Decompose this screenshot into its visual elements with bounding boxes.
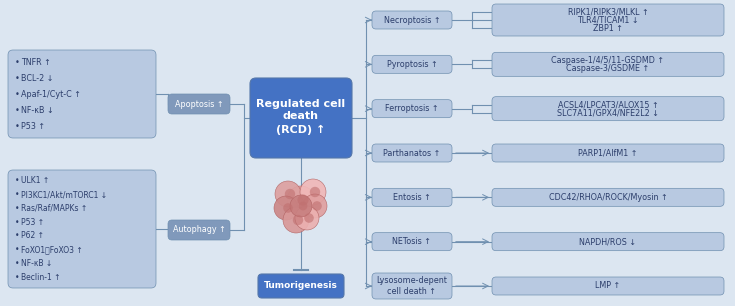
Text: NF-κB ↓: NF-κB ↓	[21, 106, 54, 114]
FancyBboxPatch shape	[492, 97, 724, 121]
Text: •: •	[15, 259, 20, 268]
Circle shape	[283, 207, 309, 233]
Text: •: •	[15, 89, 20, 99]
FancyBboxPatch shape	[372, 100, 452, 118]
Text: •: •	[15, 121, 20, 130]
Text: NF-κB ↓: NF-κB ↓	[21, 259, 52, 268]
Circle shape	[283, 203, 293, 213]
Text: P53 ↑: P53 ↑	[21, 218, 44, 227]
Text: •: •	[15, 273, 20, 282]
Circle shape	[293, 215, 304, 225]
Text: RIPK1/RIPK3/MLKL ↑: RIPK1/RIPK3/MLKL ↑	[567, 8, 648, 17]
Text: Caspase-1/4/5/11-GSDMD ↑: Caspase-1/4/5/11-GSDMD ↑	[551, 56, 664, 65]
FancyBboxPatch shape	[492, 4, 724, 36]
Text: death: death	[283, 111, 319, 121]
FancyBboxPatch shape	[492, 144, 724, 162]
Text: •: •	[15, 245, 20, 254]
Text: Entosis ↑: Entosis ↑	[393, 193, 431, 202]
Text: ZBP1 ↑: ZBP1 ↑	[593, 24, 623, 32]
Text: Parthanatos ↑: Parthanatos ↑	[384, 148, 441, 158]
Circle shape	[290, 195, 312, 217]
Text: Ras/Raf/MAPKs ↑: Ras/Raf/MAPKs ↑	[21, 204, 87, 213]
Circle shape	[295, 206, 319, 230]
FancyBboxPatch shape	[168, 220, 230, 240]
Circle shape	[275, 181, 301, 207]
Text: •: •	[15, 176, 20, 185]
Circle shape	[298, 202, 307, 211]
Text: Regulated cell: Regulated cell	[257, 99, 345, 109]
FancyBboxPatch shape	[372, 11, 452, 29]
Circle shape	[309, 187, 320, 197]
Circle shape	[274, 196, 298, 220]
Text: TNFR ↑: TNFR ↑	[21, 58, 51, 66]
Text: Ferroptosis ↑: Ferroptosis ↑	[385, 104, 439, 113]
Text: •: •	[15, 106, 20, 114]
Circle shape	[298, 194, 309, 206]
FancyBboxPatch shape	[8, 170, 156, 288]
Circle shape	[287, 186, 315, 214]
Circle shape	[303, 194, 327, 218]
Text: •: •	[15, 58, 20, 66]
Text: Apoptosis ↑: Apoptosis ↑	[175, 99, 223, 109]
Text: (RCD) ↑: (RCD) ↑	[276, 125, 326, 135]
Text: SLC7A11/GPX4/NFE2L2 ↓: SLC7A11/GPX4/NFE2L2 ↓	[557, 108, 659, 117]
Text: BCL-2 ↓: BCL-2 ↓	[21, 73, 54, 83]
FancyBboxPatch shape	[492, 233, 724, 251]
Circle shape	[312, 201, 322, 211]
Text: Tumorigenesis: Tumorigenesis	[264, 282, 338, 290]
Text: Autophagy ↑: Autophagy ↑	[173, 226, 226, 234]
Text: Caspase-3/GSDME ↑: Caspase-3/GSDME ↑	[567, 64, 650, 73]
Text: •: •	[15, 231, 20, 241]
FancyBboxPatch shape	[250, 78, 352, 158]
Text: NETosis ↑: NETosis ↑	[392, 237, 431, 246]
Text: PI3KC1/Akt/mTORC1 ↓: PI3KC1/Akt/mTORC1 ↓	[21, 190, 107, 199]
Text: Necroptosis ↑: Necroptosis ↑	[384, 16, 440, 24]
Text: Beclin-1 ↑: Beclin-1 ↑	[21, 273, 60, 282]
FancyBboxPatch shape	[372, 144, 452, 162]
Text: LMP ↑: LMP ↑	[595, 282, 620, 290]
Text: P53 ↑: P53 ↑	[21, 121, 45, 130]
Text: ACSL4/LPCAT3/ALOX15 ↑: ACSL4/LPCAT3/ALOX15 ↑	[558, 100, 659, 109]
Circle shape	[300, 179, 326, 205]
Text: •: •	[15, 218, 20, 227]
Text: CDC42/RHOA/ROCK/Myosin ↑: CDC42/RHOA/ROCK/Myosin ↑	[548, 193, 667, 202]
Text: FoXO1，FoXO3 ↑: FoXO1，FoXO3 ↑	[21, 245, 83, 254]
Text: NAPDH/ROS ↓: NAPDH/ROS ↓	[579, 237, 637, 246]
Circle shape	[304, 213, 314, 223]
FancyBboxPatch shape	[492, 52, 724, 76]
FancyBboxPatch shape	[492, 188, 724, 206]
Text: TLR4/TICAM1 ↓: TLR4/TICAM1 ↓	[577, 16, 639, 24]
Text: Pyroptosis ↑: Pyroptosis ↑	[387, 60, 437, 69]
FancyBboxPatch shape	[372, 233, 452, 251]
Text: PARP1/AIfM1 ↑: PARP1/AIfM1 ↑	[578, 148, 638, 158]
FancyBboxPatch shape	[372, 188, 452, 206]
Text: •: •	[15, 73, 20, 83]
FancyBboxPatch shape	[168, 94, 230, 114]
FancyBboxPatch shape	[492, 277, 724, 295]
Text: •: •	[15, 190, 20, 199]
Circle shape	[284, 189, 295, 199]
Text: ULK1 ↑: ULK1 ↑	[21, 176, 49, 185]
Text: •: •	[15, 204, 20, 213]
FancyBboxPatch shape	[372, 273, 452, 299]
Text: Lysosome-depent
cell death ↑: Lysosome-depent cell death ↑	[376, 276, 448, 296]
FancyBboxPatch shape	[372, 55, 452, 73]
Text: Apaf-1/Cyt-C ↑: Apaf-1/Cyt-C ↑	[21, 89, 81, 99]
FancyBboxPatch shape	[8, 50, 156, 138]
FancyBboxPatch shape	[258, 274, 344, 298]
Text: P62 ↑: P62 ↑	[21, 231, 44, 241]
